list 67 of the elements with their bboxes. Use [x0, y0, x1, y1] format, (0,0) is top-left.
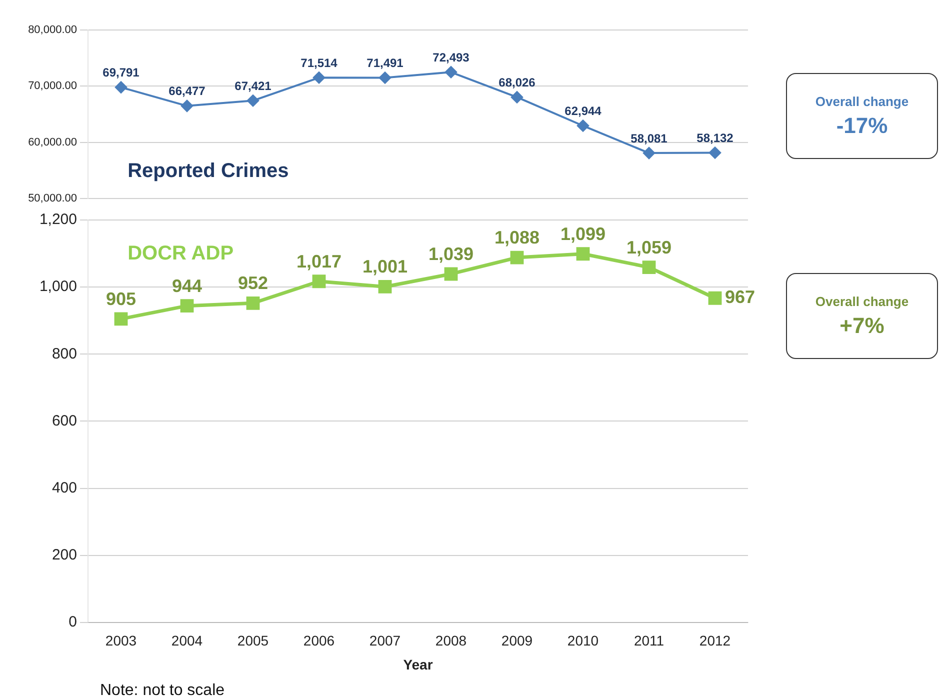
data-label: 68,026 — [498, 76, 536, 90]
x-tick-label: 2011 — [634, 632, 664, 649]
y-tick-label: 800 — [52, 345, 77, 362]
data-label: 69,791 — [102, 66, 140, 80]
point — [576, 247, 590, 261]
data-label: 1,099 — [560, 224, 606, 244]
note-box: Overall change -17% — [786, 73, 938, 159]
y-tick-label: 70,000.00 — [28, 80, 77, 92]
data-label: 1,017 — [296, 251, 342, 272]
x-tick-label: 2008 — [435, 632, 467, 649]
y-tick-label: 600 — [52, 412, 77, 430]
y-tick-label: 0 — [68, 614, 77, 631]
point — [444, 267, 458, 281]
point — [445, 66, 457, 78]
x-tick-label: 2010 — [567, 632, 599, 649]
x-tick-label: 2009 — [501, 632, 533, 649]
point — [180, 299, 194, 313]
y-tick-label: 400 — [52, 479, 77, 496]
point — [313, 72, 325, 84]
x-axis-title: Year — [403, 656, 434, 672]
data-label: 944 — [172, 276, 202, 296]
data-label: 952 — [238, 273, 268, 294]
y-tick-label: 80,000.00 — [28, 24, 77, 36]
point — [312, 274, 326, 288]
data-label: 1,088 — [494, 228, 540, 248]
data-label: 58,081 — [630, 131, 668, 146]
point — [577, 120, 589, 132]
point — [642, 260, 656, 274]
x-tick-label: 2007 — [369, 632, 401, 649]
series-label: DOCR ADP — [128, 242, 234, 265]
point — [511, 91, 523, 104]
y-tick-label: 200 — [52, 546, 77, 564]
y-tick-label: 60,000.00 — [28, 136, 77, 148]
x-tick-label: 2006 — [303, 632, 335, 649]
y-tick-label: 1,200 — [39, 211, 77, 228]
point — [709, 146, 721, 159]
text: Reported Crimes — [128, 160, 289, 182]
data-label: 67,421 — [234, 78, 272, 93]
x-tick-label: 2012 — [699, 632, 731, 649]
point — [379, 72, 391, 84]
data-label: 905 — [106, 288, 136, 309]
data-label: 1,059 — [626, 237, 672, 258]
point — [246, 296, 260, 310]
point — [643, 147, 655, 160]
x-tick-label: 2003 — [105, 632, 137, 649]
text: Note: not to scale — [100, 682, 225, 698]
point — [708, 291, 722, 305]
data-label: 72,493 — [432, 50, 470, 64]
point — [114, 312, 128, 326]
point — [247, 94, 259, 107]
data-label: 71,514 — [300, 56, 338, 70]
point — [115, 81, 127, 94]
data-label: 58,132 — [696, 131, 734, 146]
data-label: 967 — [725, 287, 756, 308]
data-label: 71,491 — [366, 56, 404, 70]
data-label: 1,001 — [362, 256, 408, 277]
data-label: 66,477 — [168, 84, 206, 98]
note-box: Overall change +7% — [786, 273, 938, 359]
data-label: 62,944 — [564, 104, 602, 118]
point — [510, 250, 524, 264]
y-tick-label: 50,000.00 — [28, 192, 77, 204]
x-tick-label: 2004 — [171, 632, 203, 649]
y-tick-label: 1,000 — [39, 278, 77, 296]
point — [378, 280, 392, 294]
point — [181, 100, 193, 112]
x-tick-label: 2005 — [237, 632, 269, 649]
data-label: 1,039 — [428, 244, 474, 264]
